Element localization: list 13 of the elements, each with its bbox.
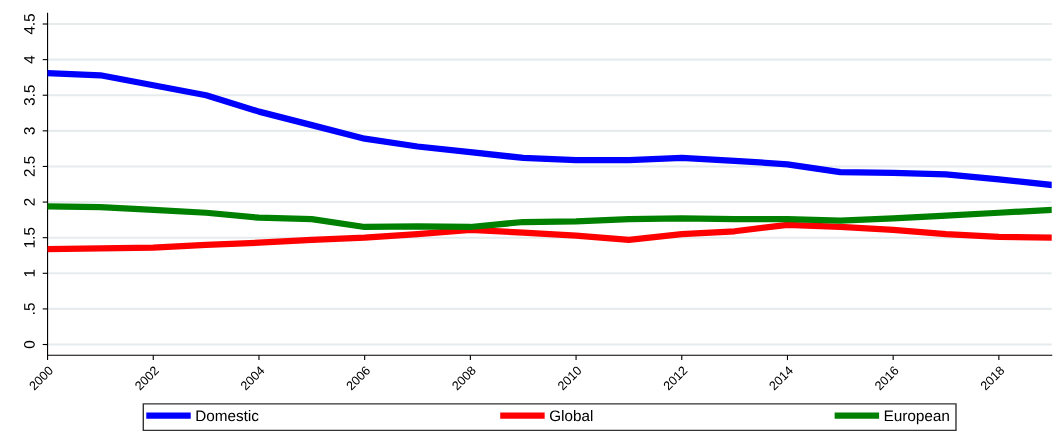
- y-tick-label: 3: [24, 127, 35, 135]
- y-tick-label: 1: [24, 269, 35, 277]
- y-tick-label: 0: [24, 340, 35, 349]
- y-tick-label: 1.5: [24, 227, 35, 248]
- y-tick-label: 3.5: [24, 85, 35, 106]
- y-tick-label: 4.5: [24, 14, 35, 35]
- legend-label: European: [884, 410, 949, 425]
- y-tick-label: .5: [24, 303, 35, 314]
- y-tick-label: 4: [24, 55, 35, 64]
- legend-label: Global: [549, 409, 593, 422]
- legend-label: Domestic: [196, 409, 259, 422]
- y-tick-label: 2: [24, 198, 35, 206]
- y-tick-label: 2.5: [24, 156, 35, 177]
